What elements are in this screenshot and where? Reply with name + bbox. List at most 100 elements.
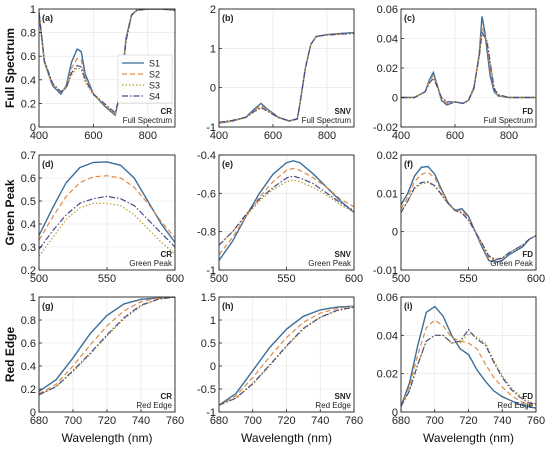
panel-label: (f) (404, 159, 413, 169)
series-group (401, 305, 536, 409)
x-tick-label: 700 (426, 415, 444, 427)
panel-subtitle: Red Edge (497, 401, 533, 410)
method-tag: SNV (335, 107, 352, 116)
y-tick-label: -0.5 (197, 384, 216, 396)
x-tick-label: 680 (210, 415, 228, 427)
row-label: Green Peak (3, 179, 17, 245)
method-tag: SNV (335, 392, 352, 401)
series-group (401, 165, 536, 264)
panel-subtitle: Green Peak (490, 259, 534, 268)
legend-label: S4 (149, 92, 160, 102)
row-label: Full Spectrum (3, 28, 17, 108)
x-tick-label: 680 (30, 415, 48, 427)
series-group (39, 297, 175, 396)
y-tick-label: 0 (210, 83, 216, 95)
series-line-s4 (401, 181, 536, 261)
series-line-s4 (219, 32, 354, 123)
x-tick-label: 760 (527, 415, 545, 427)
y-tick-label: 0.6 (21, 338, 36, 350)
x-tick-label: 500 (30, 273, 48, 285)
series-line-s4 (219, 175, 354, 246)
series-line-s1 (39, 161, 175, 243)
series-line-s4 (401, 30, 536, 105)
panel-subtitle: Full Spectrum (302, 116, 352, 125)
y-tick-label: -0.01 (373, 265, 398, 277)
panel-subtitle: Red Edge (136, 401, 172, 410)
panel-subtitle: Full Spectrum (484, 116, 534, 125)
x-tick-label: 760 (345, 415, 363, 427)
x-tick-label: 760 (166, 415, 184, 427)
y-tick-label: -1 (206, 407, 216, 419)
series-line-s4 (39, 297, 175, 396)
series-line-s2 (39, 297, 175, 395)
y-tick-label: -1 (206, 265, 216, 277)
y-tick-label: 0.4 (21, 361, 36, 373)
y-tick-label: 1 (210, 315, 216, 327)
y-tick-label: 0.01 (377, 188, 398, 200)
x-tick-label: 720 (277, 415, 295, 427)
y-tick-label: 0.7 (21, 150, 36, 162)
x-tick-label: 600 (166, 273, 184, 285)
x-axis-label: Wavelength (nm) (241, 431, 332, 445)
method-tag: CR (160, 250, 172, 259)
series-line-s1 (401, 16, 536, 106)
y-tick-label: 0 (30, 407, 36, 419)
panel-label: (d) (42, 159, 54, 169)
x-tick-label: 500 (210, 273, 228, 285)
x-axis-label: Wavelength (nm) (62, 431, 153, 445)
y-tick-label: 0.8 (21, 315, 36, 327)
method-tag: CR (160, 392, 172, 401)
x-tick-label: 740 (132, 415, 150, 427)
panel-subtitle: Green Peak (308, 259, 352, 268)
series-line-s3 (39, 297, 175, 396)
axes-frame (218, 8, 355, 128)
series-line-s2 (219, 305, 354, 406)
y-tick-label: 0.4 (21, 219, 36, 231)
y-tick-label: -1 (206, 122, 216, 134)
x-tick-label: 600 (264, 130, 282, 142)
x-tick-label: 800 (139, 130, 157, 142)
method-tag: CR (160, 107, 172, 116)
y-tick-label: 0.4 (21, 75, 36, 87)
axes-frame (38, 8, 176, 128)
y-tick-label: 0 (392, 227, 398, 239)
x-tick-label: 700 (244, 415, 262, 427)
x-tick-label: 550 (277, 273, 295, 285)
y-tick-label: -0.8 (197, 227, 216, 239)
panel-label: (e) (222, 159, 233, 169)
panel-label: (a) (42, 13, 53, 23)
x-tick-label: 600 (527, 273, 545, 285)
panel-subtitle: Red Edge (315, 401, 351, 410)
y-tick-label: 0.06 (377, 292, 398, 304)
y-tick-label: 0 (392, 407, 398, 419)
panel-subtitle: Full Spectrum (123, 116, 173, 125)
series-group (219, 305, 354, 406)
y-tick-label: -0.02 (373, 122, 398, 134)
x-tick-label: 720 (459, 415, 477, 427)
x-tick-label: 600 (345, 273, 363, 285)
y-tick-label: 0.6 (21, 173, 36, 185)
y-tick-label: 1 (30, 292, 36, 304)
x-tick-label: 680 (392, 415, 410, 427)
y-tick-label: 0 (210, 361, 216, 373)
x-tick-label: 500 (392, 273, 410, 285)
series-line-s4 (39, 9, 175, 114)
series-line-s4 (39, 195, 175, 250)
row-labels: Full Spectrum Green Peak Red Edge (3, 28, 17, 382)
y-tick-label: 0.04 (377, 330, 398, 342)
x-tick-label: 600 (446, 130, 464, 142)
y-tick-label: 1.5 (201, 292, 216, 304)
x-axis-label: Wavelength (nm) (423, 431, 514, 445)
y-tick-label: -0.4 (197, 150, 216, 162)
series-group (219, 31, 354, 124)
y-tick-label: 0.6 (21, 51, 36, 63)
y-tick-label: 0.2 (21, 384, 36, 396)
